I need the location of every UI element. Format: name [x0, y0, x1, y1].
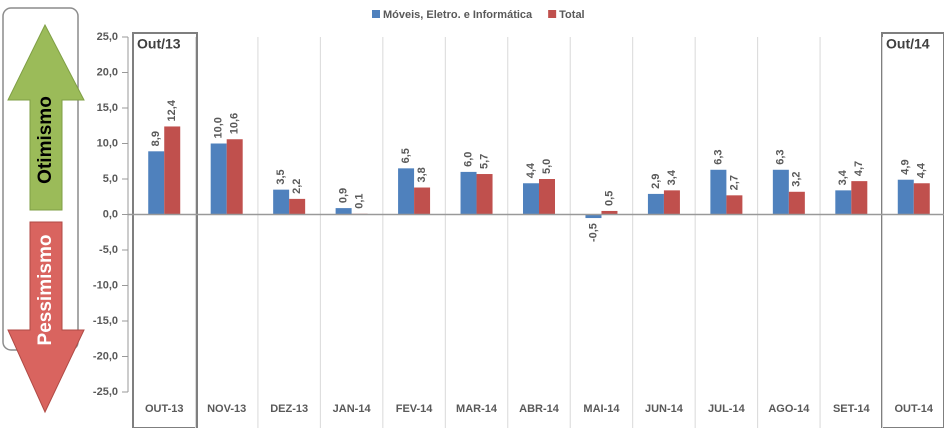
- bar: [835, 190, 852, 215]
- y-tick-label: -10,0: [93, 279, 118, 291]
- end-highlight: [881, 32, 944, 428]
- x-tick-label: OUT-14: [895, 403, 934, 415]
- legend-swatch: [372, 10, 380, 18]
- value-label: 0,5: [603, 191, 615, 206]
- y-tick-label: -15,0: [93, 315, 118, 327]
- x-tick-label: ABR-14: [519, 403, 560, 415]
- bar: [414, 187, 431, 215]
- value-label: 10,0: [213, 117, 225, 138]
- x-tick-label: JUN-14: [645, 403, 684, 415]
- bar: [772, 169, 789, 215]
- value-label: 0,1: [354, 193, 366, 208]
- y-tick-label: -25,0: [93, 386, 118, 398]
- y-tick-label: -20,0: [93, 350, 118, 362]
- value-label: 6,3: [712, 149, 724, 164]
- bar: [476, 174, 493, 215]
- y-tick-label: 10,0: [97, 137, 118, 149]
- value-label: -0,5: [587, 223, 599, 242]
- x-tick-label: OUT-13: [145, 403, 184, 415]
- legend-label: Total: [559, 9, 584, 21]
- value-label: 3,4: [837, 169, 849, 185]
- bar: [663, 190, 680, 215]
- bar: [913, 183, 930, 215]
- value-label: 4,4: [916, 162, 928, 178]
- y-tick-label: -5,0: [99, 244, 118, 256]
- x-tick-label: FEV-14: [396, 403, 434, 415]
- end-label: Out/14: [886, 36, 930, 52]
- value-label: 6,0: [462, 152, 474, 167]
- value-label: 5,7: [478, 154, 490, 169]
- value-label: 2,9: [650, 174, 662, 189]
- pessimism-arrow: [7, 221, 85, 414]
- pessimism-label: Pessimismo: [35, 235, 56, 346]
- value-label: 5,0: [541, 159, 553, 174]
- bar: [210, 143, 227, 215]
- value-label: 2,7: [728, 175, 740, 190]
- bar: [585, 214, 602, 219]
- bar: [273, 189, 290, 215]
- optimism-label: Otimismo: [35, 96, 56, 184]
- bar: [398, 168, 415, 215]
- x-tick-label: MAR-14: [456, 403, 498, 415]
- value-label: 2,2: [291, 179, 303, 194]
- bar: [335, 208, 352, 215]
- value-label: 3,8: [416, 167, 428, 182]
- start-label: Out/13: [137, 36, 181, 52]
- value-label: 4,9: [900, 159, 912, 174]
- value-label: 10,6: [229, 113, 241, 134]
- bar: [148, 151, 165, 215]
- bar: [710, 169, 727, 215]
- y-tick-label: 20,0: [97, 66, 118, 78]
- value-label: 6,5: [400, 148, 412, 163]
- bar: [460, 171, 477, 215]
- value-label: 12,4: [166, 99, 178, 121]
- bar: [523, 183, 539, 215]
- bar: [539, 179, 555, 215]
- y-tick-label: 25,0: [97, 31, 118, 43]
- bar: [726, 195, 743, 215]
- x-tick-label: JUL-14: [708, 403, 746, 415]
- value-label: 6,3: [775, 149, 787, 164]
- value-label: 0,9: [338, 188, 350, 203]
- bar: [164, 126, 181, 215]
- value-label: 4,7: [853, 161, 865, 176]
- bar: [226, 139, 243, 215]
- bar: [851, 181, 868, 215]
- bar: [788, 191, 805, 215]
- bar: [289, 198, 306, 215]
- x-tick-label: NOV-13: [207, 403, 246, 415]
- bar: [897, 179, 914, 215]
- x-tick-label: MAI-14: [583, 403, 620, 415]
- bar: [647, 193, 664, 215]
- value-label: 3,2: [791, 171, 803, 186]
- value-label: 3,5: [275, 169, 287, 184]
- legend-swatch: [548, 10, 557, 18]
- y-tick-label: 15,0: [97, 102, 118, 114]
- x-tick-label: SET-14: [833, 403, 871, 415]
- optimism-arrow: [7, 23, 85, 211]
- x-tick-label: JAN-14: [333, 403, 372, 415]
- x-tick-label: AGO-14: [768, 403, 810, 415]
- value-label: 3,4: [666, 169, 678, 185]
- start-highlight: [132, 32, 198, 428]
- legend-label: Móveis, Eletro. e Informática: [383, 9, 533, 21]
- y-tick-label: 0,0: [103, 208, 118, 220]
- y-tick-label: 5,0: [103, 173, 118, 185]
- x-tick-label: DEZ-13: [270, 403, 308, 415]
- bar: [601, 210, 618, 215]
- value-label: 8,9: [150, 131, 162, 146]
- value-label: 4,4: [525, 162, 537, 178]
